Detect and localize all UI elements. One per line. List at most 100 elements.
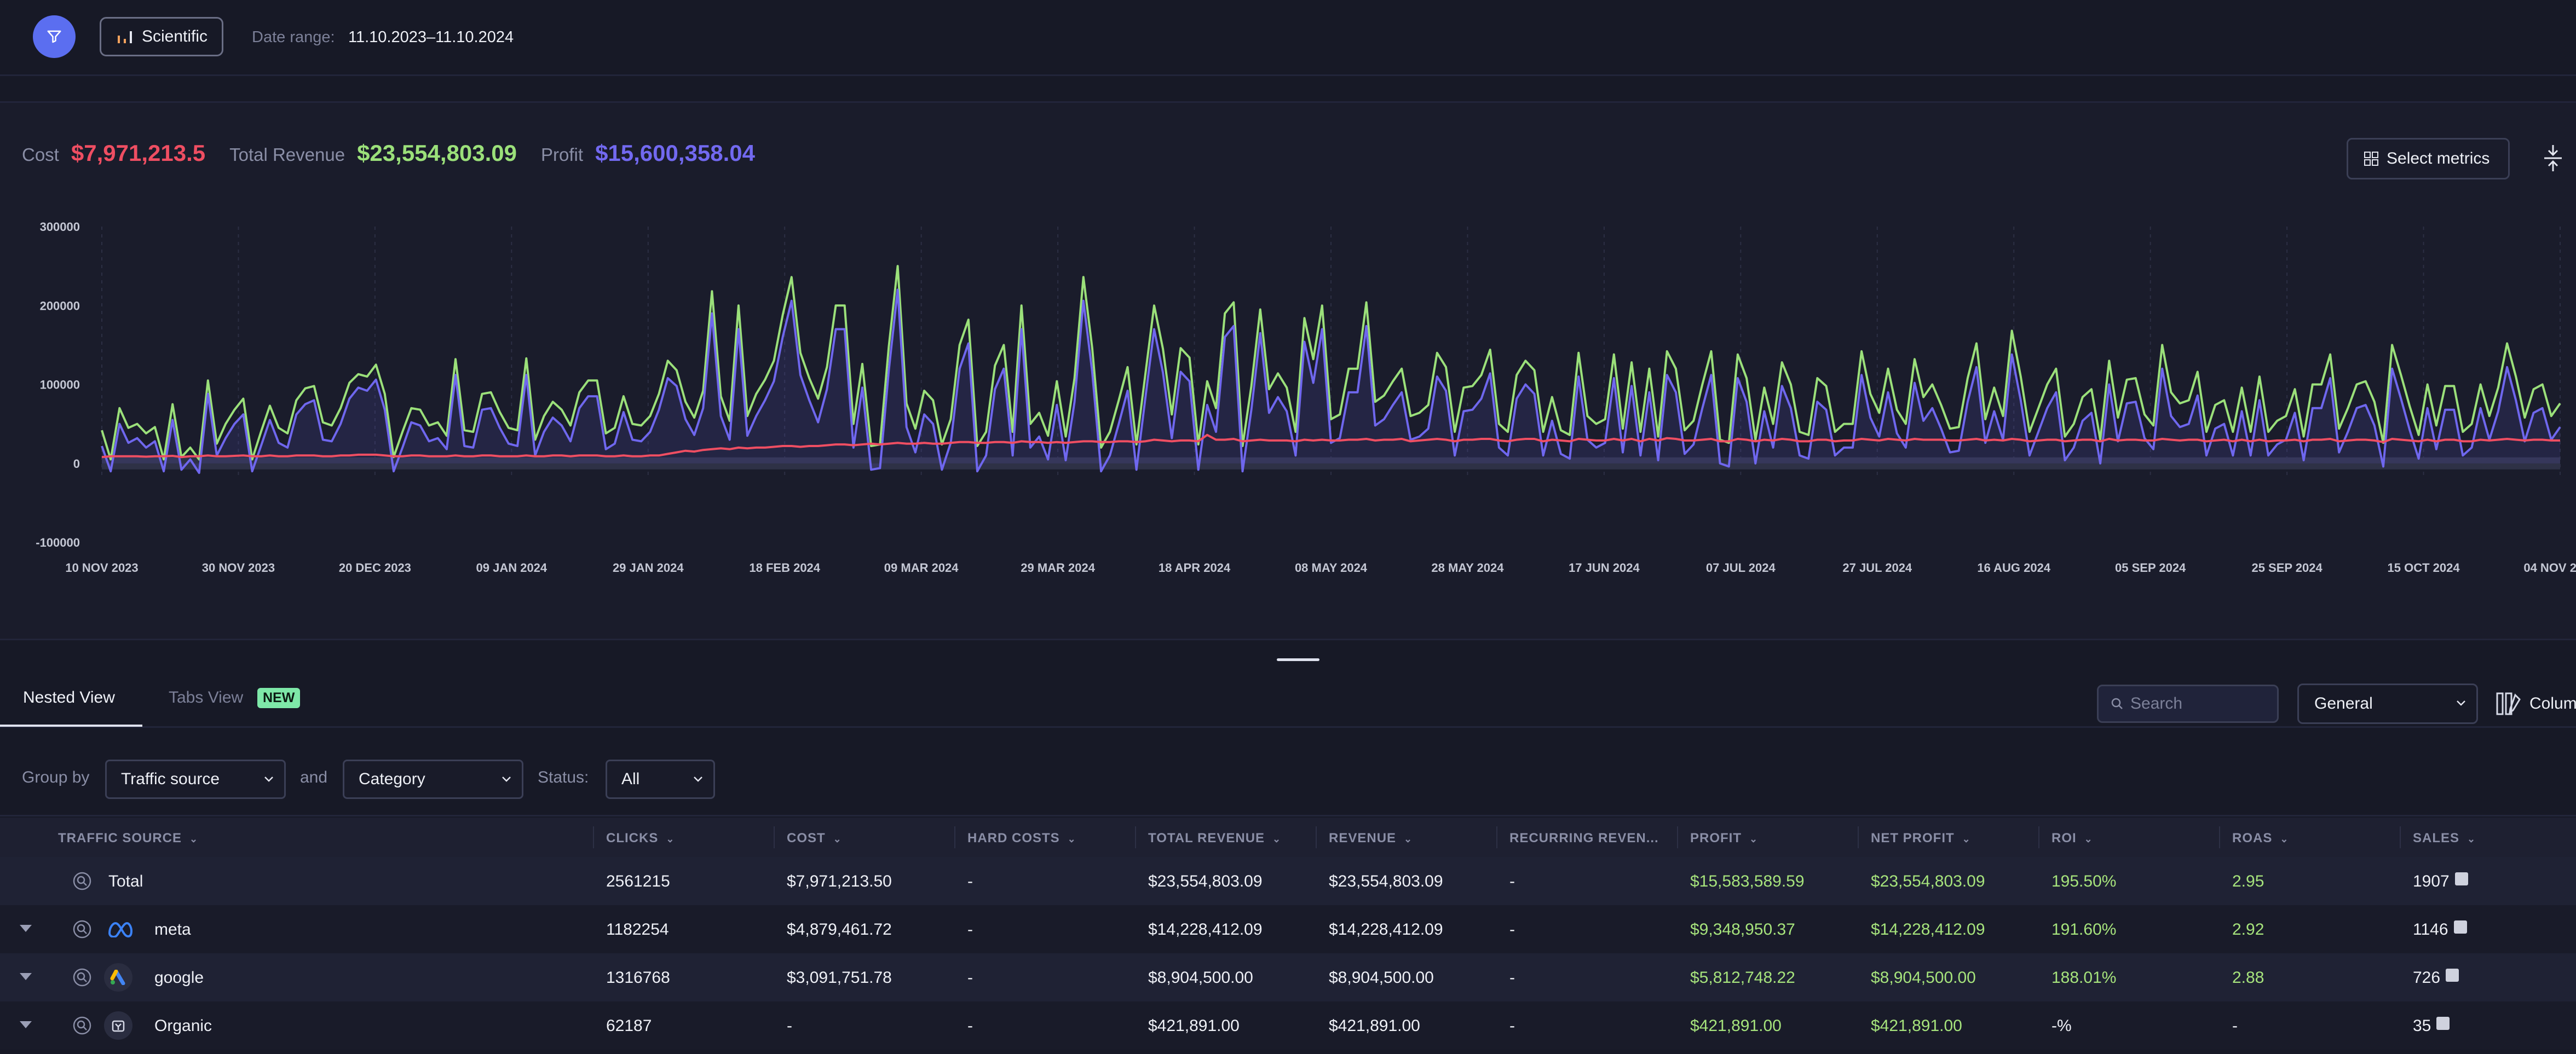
column-header-label: ROAS [2232, 831, 2273, 845]
total-revenue-label: Total Revenue [229, 144, 345, 165]
cell-roi: 191.60% [2051, 920, 2116, 939]
column-divider[interactable] [2219, 826, 2220, 848]
column-header-roi[interactable]: ROI ⌄ [2051, 831, 2093, 846]
table-row-total[interactable]: Total 2561215 $7,971,213.50 - $23,554,803.09… [0, 857, 2576, 905]
view-select[interactable]: General [2297, 684, 2478, 724]
table-row[interactable]: meta 1182254 $4,879,461.72 - $14,228,412.09 $… [0, 905, 2576, 953]
status-select[interactable]: All [606, 760, 715, 799]
columns-button[interactable]: Colum [2496, 686, 2576, 721]
column-header-net-profit[interactable]: NET PROFIT ⌄ [1871, 831, 1971, 846]
cell-sales: 1907 [2413, 872, 2468, 891]
column-divider[interactable] [1316, 826, 1317, 848]
expand-caret-icon[interactable] [20, 925, 32, 932]
column-header-hard-costs[interactable]: HARD COSTS ⌄ [967, 831, 1076, 846]
filter-button[interactable] [33, 15, 76, 58]
column-divider[interactable] [774, 826, 775, 848]
cell-sales: 1146 [2413, 920, 2467, 939]
x-tick-label: 09 JAN 2024 [476, 561, 548, 575]
cell-value: $8,904,500.00 [1329, 969, 1434, 987]
column-header-sales[interactable]: SALES ⌄ [2413, 831, 2476, 846]
column-header-label: NET PROFIT [1871, 831, 1955, 845]
expand-caret-icon[interactable] [20, 1021, 32, 1028]
cell-recurring-revenue: - [1509, 920, 1515, 939]
x-tick-label: 20 DEC 2023 [339, 561, 411, 575]
sales-chart-icon[interactable] [2454, 872, 2468, 885]
search-input[interactable] [2130, 694, 2267, 713]
view-tabs-row: Nested View Tabs View NEW General Colum [0, 670, 2576, 728]
cell-profit: $9,348,950.37 [1690, 920, 1795, 939]
sales-chart-icon[interactable] [2436, 1017, 2450, 1030]
chart-panel: Cost $7,971,213.5 Total Revenue $23,554,… [0, 101, 2576, 640]
y-tick-label: 200000 [40, 299, 80, 312]
chevron-down-icon [2457, 700, 2465, 706]
column-header-traffic-source[interactable]: TRAFFIC SOURCE ⌄ [58, 831, 198, 846]
date-range-value[interactable]: 11.10.2023–11.10.2024 [348, 28, 514, 46]
x-tick-label: 25 SEP 2024 [2251, 561, 2323, 575]
new-badge: NEW [257, 688, 301, 708]
filter-icon [47, 30, 61, 43]
metrics-summary: Cost $7,971,213.5 Total Revenue $23,554,… [22, 140, 779, 166]
sales-chart-icon[interactable] [2453, 920, 2467, 934]
column-divider[interactable] [2038, 826, 2039, 848]
chevron-down-icon [502, 777, 511, 782]
cost-label: Cost [22, 144, 59, 165]
column-header-cost[interactable]: COST ⌄ [787, 831, 842, 846]
sales-chart-icon[interactable] [2446, 969, 2459, 982]
collapse-chart-button[interactable] [2539, 141, 2567, 175]
zoom-icon[interactable] [71, 870, 93, 896]
cell-total-revenue: $421,891.00 [1148, 1017, 1240, 1035]
sort-chevron-icon: ⌄ [666, 833, 675, 844]
x-tick-label: 29 JAN 2024 [613, 561, 684, 575]
column-divider[interactable] [1496, 826, 1497, 848]
column-divider[interactable] [1677, 826, 1678, 848]
scientific-label: Scientific [142, 27, 208, 45]
column-divider[interactable] [593, 826, 594, 848]
table-row[interactable]: Organic 62187 - - $421,891.00 $421,891.00 - $42… [0, 1001, 2576, 1050]
cell-value: 191.60% [2051, 920, 2117, 939]
column-header-roas[interactable]: ROAS ⌄ [2232, 831, 2289, 846]
cell-cost: $4,879,461.72 [787, 920, 892, 939]
group-by-select[interactable]: Traffic source [105, 760, 286, 799]
zoom-icon[interactable] [71, 918, 93, 945]
google-ads-icon [110, 970, 125, 985]
select-metrics-button[interactable]: Select metrics [2347, 138, 2510, 179]
column-header-revenue[interactable]: REVENUE ⌄ [1329, 831, 1413, 846]
cell-value: 188.01% [2051, 969, 2117, 987]
column-header-label: TOTAL REVENUE [1148, 831, 1265, 845]
cell-net-profit: $23,554,803.09 [1871, 872, 1985, 891]
cell-revenue: $14,228,412.09 [1329, 920, 1443, 939]
cell-roi: 195.50% [2051, 872, 2116, 891]
column-header-label: RECURRING REVEN... [1509, 831, 1659, 845]
cell-value: 195.50% [2051, 872, 2117, 890]
resize-handle[interactable] [1277, 658, 1319, 661]
column-header-label: REVENUE [1329, 831, 1397, 845]
column-divider[interactable] [954, 826, 955, 848]
active-tab-indicator [0, 725, 142, 727]
zoom-icon[interactable] [71, 966, 93, 993]
category-select[interactable]: Category [343, 760, 523, 799]
cell-roas: 2.95 [2232, 872, 2264, 891]
expand-caret-icon[interactable] [20, 973, 32, 980]
column-header-recurring-revenue[interactable]: RECURRING REVEN... ⌄ [1509, 831, 1668, 846]
zoom-icon[interactable] [71, 1015, 93, 1041]
scientific-mode-button[interactable]: Scientific [100, 17, 223, 56]
x-tick-label: 17 JUN 2024 [1569, 561, 1640, 575]
column-header-total-revenue[interactable]: TOTAL REVENUE ⌄ [1148, 831, 1281, 846]
total-revenue-value: $23,554,803.09 [357, 140, 517, 166]
cost-value: $7,971,213.5 [71, 140, 206, 166]
cell-hard-costs: - [967, 872, 973, 891]
cell-value: $15,583,589.59 [1690, 872, 1805, 890]
column-header-profit[interactable]: PROFIT ⌄ [1690, 831, 1758, 846]
tab-tabs-view[interactable]: Tabs View [169, 688, 244, 706]
cell-total-revenue: $23,554,803.09 [1148, 872, 1263, 891]
column-divider[interactable] [1858, 826, 1859, 848]
column-header-clicks[interactable]: CLICKS ⌄ [606, 831, 675, 846]
tab-nested-view[interactable]: Nested View [23, 688, 115, 706]
search-field[interactable] [2097, 685, 2279, 723]
column-divider[interactable] [1135, 826, 1136, 848]
table-row[interactable]: google 1316768 $3,091,751.78 - $8,904,500.00… [0, 953, 2576, 1001]
column-divider[interactable] [2400, 826, 2401, 848]
sort-chevron-icon: ⌄ [833, 833, 842, 844]
cell-value: $421,891.00 [1871, 1017, 1962, 1035]
cell-profit: $15,583,589.59 [1690, 872, 1805, 891]
